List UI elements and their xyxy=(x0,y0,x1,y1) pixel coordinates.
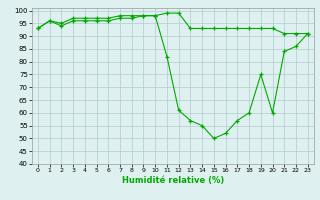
X-axis label: Humidité relative (%): Humidité relative (%) xyxy=(122,176,224,185)
